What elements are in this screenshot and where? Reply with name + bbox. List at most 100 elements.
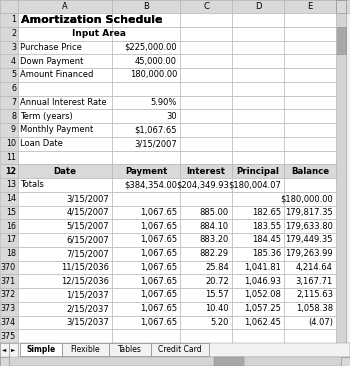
Bar: [232, 137, 284, 150]
Text: Simple: Simple: [26, 344, 56, 354]
Bar: [0, 164, 18, 178]
Text: Monthly Payment: Monthly Payment: [20, 126, 93, 134]
Text: 45,000.00: 45,000.00: [135, 57, 177, 66]
Text: Loan Date: Loan Date: [20, 139, 63, 148]
Bar: [232, 68, 284, 82]
Bar: [284, 329, 336, 343]
Text: A: A: [62, 2, 68, 11]
Bar: [232, 41, 284, 54]
Bar: [0, 233, 18, 247]
Bar: [0, 150, 18, 164]
Bar: [284, 261, 336, 274]
Bar: [232, 150, 284, 164]
Bar: [0, 13, 18, 27]
Bar: [180, 27, 232, 41]
Bar: [180, 164, 232, 178]
Text: Amount Financed: Amount Financed: [20, 70, 93, 79]
Text: Totals: Totals: [20, 180, 44, 189]
Bar: [0, 137, 18, 150]
Text: 14: 14: [6, 194, 16, 203]
Text: $384,354.00: $384,354.00: [124, 180, 177, 189]
Bar: [232, 0, 284, 13]
Bar: [18, 82, 112, 96]
Bar: [0, 192, 18, 205]
Bar: [284, 41, 336, 54]
Bar: [112, 178, 180, 192]
Bar: [284, 288, 336, 302]
Bar: [232, 178, 284, 192]
Text: $204,349.93: $204,349.93: [176, 180, 229, 189]
Bar: [180, 109, 232, 123]
Text: Purchase Price: Purchase Price: [20, 43, 82, 52]
Text: Annual Interest Rate: Annual Interest Rate: [20, 98, 107, 107]
Bar: [180, 178, 232, 192]
Text: 9: 9: [11, 126, 16, 134]
Bar: [151, 343, 209, 356]
Bar: [180, 82, 232, 96]
Bar: [112, 150, 180, 164]
Text: $1,067.65: $1,067.65: [134, 126, 177, 134]
Text: Flexible: Flexible: [71, 344, 100, 354]
Bar: [284, 274, 336, 288]
Bar: [18, 68, 112, 82]
Text: Input Area: Input Area: [72, 29, 126, 38]
Bar: [0, 205, 18, 219]
Bar: [18, 0, 112, 13]
Text: C: C: [203, 2, 209, 11]
Text: 374: 374: [1, 318, 16, 327]
Bar: [284, 123, 336, 137]
Bar: [112, 0, 180, 13]
Bar: [112, 82, 180, 96]
Text: 1,046.93: 1,046.93: [244, 277, 281, 285]
Text: 183.55: 183.55: [252, 222, 281, 231]
Bar: [18, 137, 112, 150]
Bar: [180, 137, 232, 150]
Bar: [18, 123, 112, 137]
Text: 182.65: 182.65: [252, 208, 281, 217]
Bar: [284, 96, 336, 109]
Bar: [0, 302, 18, 315]
Bar: [112, 13, 180, 27]
Bar: [18, 274, 112, 288]
Text: 1,067.65: 1,067.65: [140, 208, 177, 217]
Bar: [180, 329, 232, 343]
Bar: [112, 219, 180, 233]
Text: 184.45: 184.45: [252, 235, 281, 244]
Bar: [112, 164, 180, 178]
Text: 25.84: 25.84: [205, 263, 229, 272]
Text: $225,000.00: $225,000.00: [124, 43, 177, 52]
Bar: [284, 27, 336, 41]
Text: 1,067.65: 1,067.65: [140, 304, 177, 313]
Bar: [18, 109, 112, 123]
Bar: [112, 329, 180, 343]
Text: (4.07): (4.07): [308, 318, 333, 327]
Bar: [18, 233, 112, 247]
Bar: [112, 41, 180, 54]
Text: 7/15/2007: 7/15/2007: [66, 249, 109, 258]
Bar: [0, 41, 18, 54]
Text: 1: 1: [11, 15, 16, 25]
Bar: [0, 288, 18, 302]
Bar: [232, 13, 284, 27]
Bar: [284, 54, 336, 68]
Text: Date: Date: [54, 167, 77, 176]
Text: 17: 17: [6, 235, 16, 244]
Text: 371: 371: [1, 277, 16, 285]
Bar: [180, 192, 232, 205]
Bar: [0, 0, 350, 13]
Bar: [232, 329, 284, 343]
Text: 6/15/2007: 6/15/2007: [66, 235, 109, 244]
Bar: [18, 315, 112, 329]
Bar: [232, 96, 284, 109]
Bar: [112, 288, 180, 302]
Bar: [284, 315, 336, 329]
Text: 8: 8: [11, 112, 16, 121]
Bar: [284, 205, 336, 219]
Bar: [284, 178, 336, 192]
Bar: [18, 205, 112, 219]
Bar: [214, 357, 244, 366]
Text: 2,115.63: 2,115.63: [296, 290, 333, 299]
Bar: [18, 164, 112, 178]
Text: 18: 18: [6, 249, 16, 258]
Text: B: B: [143, 2, 149, 11]
